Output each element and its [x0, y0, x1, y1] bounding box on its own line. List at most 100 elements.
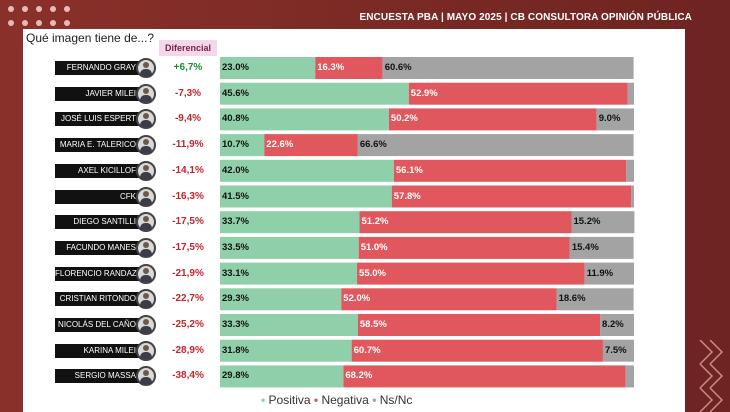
- bar-positive: [220, 365, 344, 388]
- data-label-negative: 55.0%: [359, 267, 386, 279]
- bar-nsnc: [571, 211, 635, 234]
- bar-negative: [357, 262, 585, 285]
- category-label: AXEL KICILLOF: [55, 163, 140, 178]
- data-label-negative: 68.2%: [345, 370, 373, 382]
- chart-panel: Qué imagen tiene de...? Diferencial 23.0…: [23, 29, 685, 412]
- avatar: [136, 186, 156, 207]
- data-label-nsnc: 18.6%: [558, 293, 586, 305]
- header-title: ENCUESTA PBA | MAYO 2025 | CB CONSULTORA…: [359, 12, 692, 23]
- diferencial-value: -38,4%: [172, 370, 204, 382]
- data-label-positive: 31.8%: [222, 344, 249, 356]
- category-label: JAVIER MILEI: [55, 86, 140, 101]
- stacked-bar-chart: [220, 57, 635, 388]
- diferencial-value: -7,3%: [174, 87, 202, 99]
- bar-positive: [220, 185, 392, 208]
- diferencial-value: -11,9%: [172, 139, 204, 151]
- diff-header: Diferencial: [159, 40, 217, 56]
- data-label-negative: 60.7%: [353, 344, 381, 356]
- data-label-negative: 16.3%: [317, 62, 345, 73]
- data-label-negative: 51.0%: [360, 241, 388, 253]
- data-label-negative: 51.2%: [361, 216, 389, 228]
- data-label-positive: 33.7%: [222, 216, 249, 228]
- bar-positive: [220, 211, 360, 234]
- data-label-negative: 56.1%: [395, 164, 423, 176]
- bar-nsnc: [625, 365, 634, 388]
- legend-positive: Positiva: [268, 393, 311, 407]
- category-label: DIEGO SANTILLI: [55, 215, 140, 230]
- diff-column: [159, 40, 217, 412]
- category-label: MARIA E. TALERICO: [55, 138, 140, 153]
- data-label-nsnc: 9.0%: [598, 113, 621, 125]
- avatar: [136, 263, 156, 284]
- bar-nsnc: [382, 57, 634, 79]
- bar-nsnc: [596, 108, 634, 131]
- diferencial-value: +6,7%: [173, 62, 203, 73]
- data-label-positive: 10.7%: [222, 139, 249, 151]
- data-label-negative: 58.5%: [359, 319, 387, 330]
- data-label-nsnc: 60.6%: [384, 62, 412, 73]
- data-label-positive: 45.6%: [222, 87, 249, 99]
- diferencial-value: -17,5%: [172, 216, 204, 228]
- diferencial-value: -21,9%: [172, 267, 204, 279]
- data-label-positive: 41.5%: [222, 190, 249, 202]
- data-label-nsnc: 15.4%: [571, 241, 599, 253]
- data-label-positive: 29.3%: [222, 293, 249, 305]
- legend-negative: Negativa: [321, 393, 369, 407]
- diferencial-value: -25,2%: [172, 319, 204, 330]
- category-label: JOSÉ LUIS ESPERT: [55, 112, 140, 127]
- diferencial-value: -9,4%: [174, 113, 202, 125]
- data-label-positive: 33.1%: [222, 267, 249, 279]
- bar-positive: [220, 159, 394, 182]
- decorative-dots: [8, 4, 80, 30]
- diferencial-value: -14,1%: [172, 164, 204, 176]
- decorative-chevrons: [699, 340, 724, 412]
- bar-negative: [357, 314, 601, 336]
- bar-negative: [315, 57, 383, 79]
- avatar: [136, 315, 156, 335]
- bar-nsnc: [584, 262, 634, 285]
- data-label-positive: 42.0%: [222, 164, 249, 176]
- avatar: [136, 340, 156, 361]
- diferencial-value: -17,5%: [172, 241, 204, 253]
- data-label-positive: 40.8%: [222, 113, 249, 125]
- legend-nsnc: Ns/Nc: [379, 393, 413, 407]
- bar-positive: [220, 57, 316, 79]
- avatar: [136, 237, 156, 258]
- legend-marker-nsnc: •: [372, 393, 377, 407]
- bar-negative: [393, 159, 627, 182]
- category-label: NICOLÁS DEL CAÑO: [55, 318, 140, 332]
- bar-negative: [358, 236, 570, 259]
- data-label-positive: 23.0%: [222, 62, 249, 73]
- avatar: [136, 109, 156, 130]
- avatar: [136, 58, 156, 78]
- category-label: FERNANDO GRAY: [55, 61, 140, 75]
- legend-marker-positive: •: [261, 393, 266, 407]
- data-label-nsnc: 7.5%: [604, 344, 627, 356]
- category-label: FLORENCIO RANDAZZO: [55, 266, 140, 281]
- category-label: SERGIO MASSA: [55, 369, 140, 384]
- bar-nsnc: [556, 288, 634, 311]
- bar-positive: [220, 236, 359, 259]
- avatar: [136, 135, 156, 156]
- data-label-negative: 52.9%: [410, 87, 438, 99]
- bar-nsnc: [602, 339, 634, 362]
- data-label-positive: 33.5%: [222, 241, 249, 253]
- avatar: [136, 289, 156, 310]
- diferencial-value: -22,7%: [172, 293, 204, 305]
- data-label-negative: 22.6%: [266, 139, 294, 151]
- avatar: [136, 160, 156, 181]
- bar-nsnc: [626, 159, 634, 182]
- data-label-negative: 57.8%: [393, 190, 421, 202]
- bar-negative: [351, 339, 603, 362]
- legend: • Positiva • Negativa • Ns/Nc: [261, 393, 412, 407]
- bar-positive: [220, 288, 342, 311]
- avatar: [136, 366, 156, 387]
- bar-positive: [220, 314, 358, 336]
- bar-negative: [343, 365, 626, 388]
- bar-positive: [220, 339, 352, 362]
- bar-nsnc: [627, 82, 634, 105]
- bar-negative: [359, 211, 572, 234]
- question-text: Qué imagen tiene de...?: [26, 31, 155, 45]
- category-label: CFK: [55, 189, 140, 204]
- bar-negative: [388, 108, 597, 131]
